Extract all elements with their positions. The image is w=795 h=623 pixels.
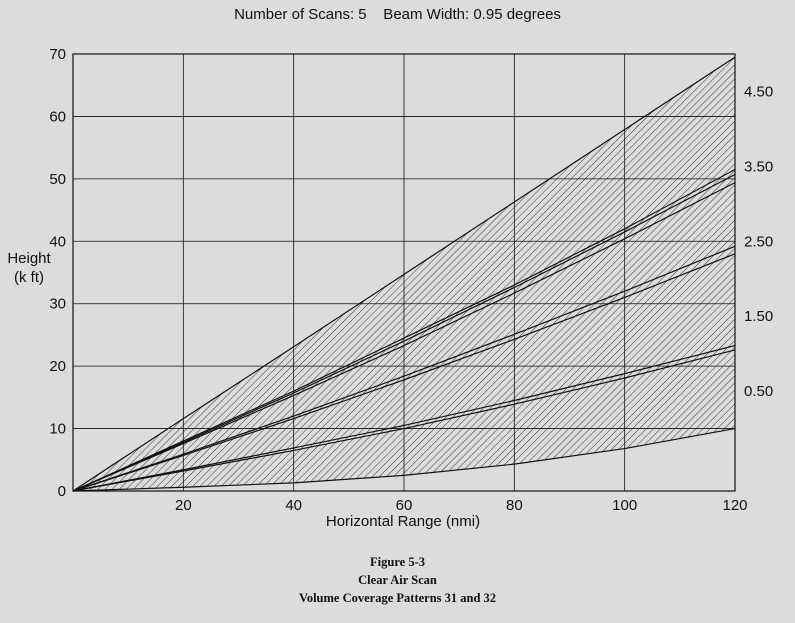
beam-boundary-line xyxy=(72,182,736,492)
y-tick-label: 20 xyxy=(49,358,66,375)
beam-boundary-line xyxy=(72,349,736,492)
elevation-label: 1.50 xyxy=(744,308,773,325)
y-axis-label-line-1: Height xyxy=(7,250,51,267)
beam-boundary-line-upper xyxy=(72,344,736,492)
y-tick-label: 60 xyxy=(49,108,66,125)
beam-boundary-line xyxy=(72,253,736,492)
x-tick-label: 20 xyxy=(175,497,192,514)
x-tick-label: 120 xyxy=(722,497,747,514)
figure-caption-line-2: Volume Coverage Patterns 31 and 32 xyxy=(298,591,497,605)
y-tick-label: 70 xyxy=(49,46,66,63)
beam-bottom-0-50 xyxy=(72,427,736,492)
beam-boundary-line xyxy=(72,168,736,492)
beam-boundary-line-upper xyxy=(72,245,736,492)
y-tick-label: 0 xyxy=(58,483,66,500)
elevation-label: 2.50 xyxy=(744,233,773,250)
x-tick-label: 40 xyxy=(285,497,302,514)
y-axis-label: Height (k ft) xyxy=(2,249,56,287)
figure-number: Figure 5-3 xyxy=(370,555,425,569)
y-tick-label: 40 xyxy=(49,233,66,250)
x-tick-label: 100 xyxy=(612,497,637,514)
beam-top-4-50 xyxy=(72,56,736,492)
elevation-label: 4.50 xyxy=(744,83,773,100)
y-axis-label-line-2: (k ft) xyxy=(14,269,44,286)
coverage-hatch-area xyxy=(73,57,735,491)
y-tick-label: 50 xyxy=(49,171,66,188)
x-tick-label: 80 xyxy=(506,497,523,514)
beam-boundary-line-upper xyxy=(72,173,736,492)
y-tick-label: 10 xyxy=(49,421,66,438)
elevation-label: 0.50 xyxy=(744,383,773,400)
elevation-label: 3.50 xyxy=(744,158,773,175)
figure-caption-line-1: Clear Air Scan xyxy=(358,573,437,587)
y-tick-label: 30 xyxy=(49,296,66,313)
x-tick-label: 60 xyxy=(396,497,413,514)
x-axis-label: Horizontal Range (nmi) xyxy=(325,513,481,530)
chart-title: Number of Scans: 5 Beam Width: 0.95 degr… xyxy=(234,6,561,23)
